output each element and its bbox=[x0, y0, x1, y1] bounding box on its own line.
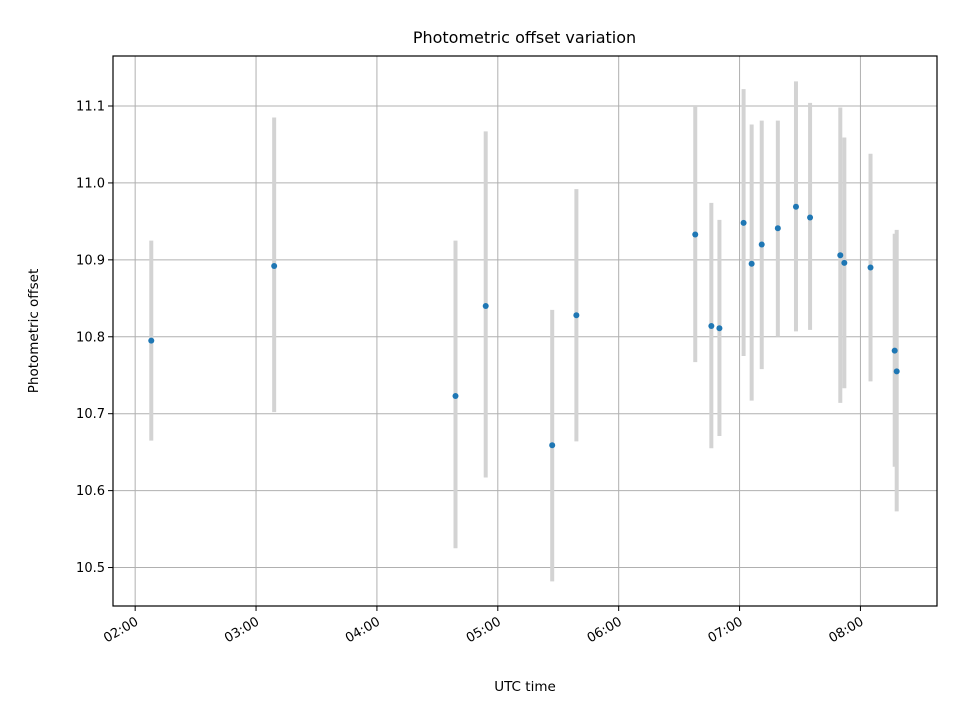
y-tick-label: 10.7 bbox=[76, 407, 105, 422]
data-point bbox=[708, 323, 715, 329]
data-point bbox=[807, 214, 814, 221]
data-point bbox=[716, 325, 723, 332]
y-tick-label: 11.1 bbox=[76, 100, 105, 115]
data-point bbox=[893, 368, 900, 375]
data-point bbox=[549, 442, 556, 449]
data-points bbox=[148, 203, 900, 449]
y-tick-label: 10.9 bbox=[76, 253, 105, 268]
y-tick-label: 10.8 bbox=[76, 330, 105, 345]
data-point bbox=[148, 337, 155, 344]
x-tick-label: 02:00 bbox=[101, 614, 141, 646]
x-tick-label: 08:00 bbox=[826, 614, 866, 646]
x-tick-label: 05:00 bbox=[464, 614, 504, 646]
data-point bbox=[891, 347, 898, 354]
y-tick-label: 10.5 bbox=[76, 561, 105, 576]
data-point bbox=[774, 225, 781, 232]
x-tick-label: 06:00 bbox=[585, 614, 625, 646]
x-tick-label: 03:00 bbox=[222, 614, 262, 646]
data-point bbox=[867, 264, 874, 271]
data-point bbox=[740, 219, 747, 226]
plot-frame bbox=[112, 55, 938, 607]
data-point bbox=[837, 252, 844, 259]
y-axis: 10.5 10.6 10.7 10.8 10.9 11.0 11.1 bbox=[76, 100, 113, 576]
data-point bbox=[271, 263, 278, 269]
y-tick-label: 10.6 bbox=[76, 484, 105, 499]
y-tick-label: 11.0 bbox=[76, 176, 105, 191]
data-point bbox=[792, 203, 799, 210]
y-axis-label: Photometric offset bbox=[26, 269, 42, 393]
data-point bbox=[692, 231, 699, 238]
x-tick-label: 07:00 bbox=[706, 614, 746, 646]
data-point bbox=[482, 303, 489, 309]
data-point bbox=[841, 259, 848, 266]
chart-title: Photometric offset variation bbox=[413, 28, 636, 47]
x-axis: 02:00 03:00 04:00 05:00 06:00 07:00 08:00 bbox=[101, 606, 866, 646]
data-point bbox=[748, 260, 755, 267]
grid bbox=[113, 56, 937, 606]
data-point bbox=[452, 393, 459, 399]
x-axis-label: UTC time bbox=[494, 679, 556, 695]
data-point bbox=[758, 241, 765, 248]
x-tick-label: 04:00 bbox=[343, 614, 383, 646]
data-point bbox=[573, 312, 580, 319]
error-bars bbox=[149, 81, 899, 582]
